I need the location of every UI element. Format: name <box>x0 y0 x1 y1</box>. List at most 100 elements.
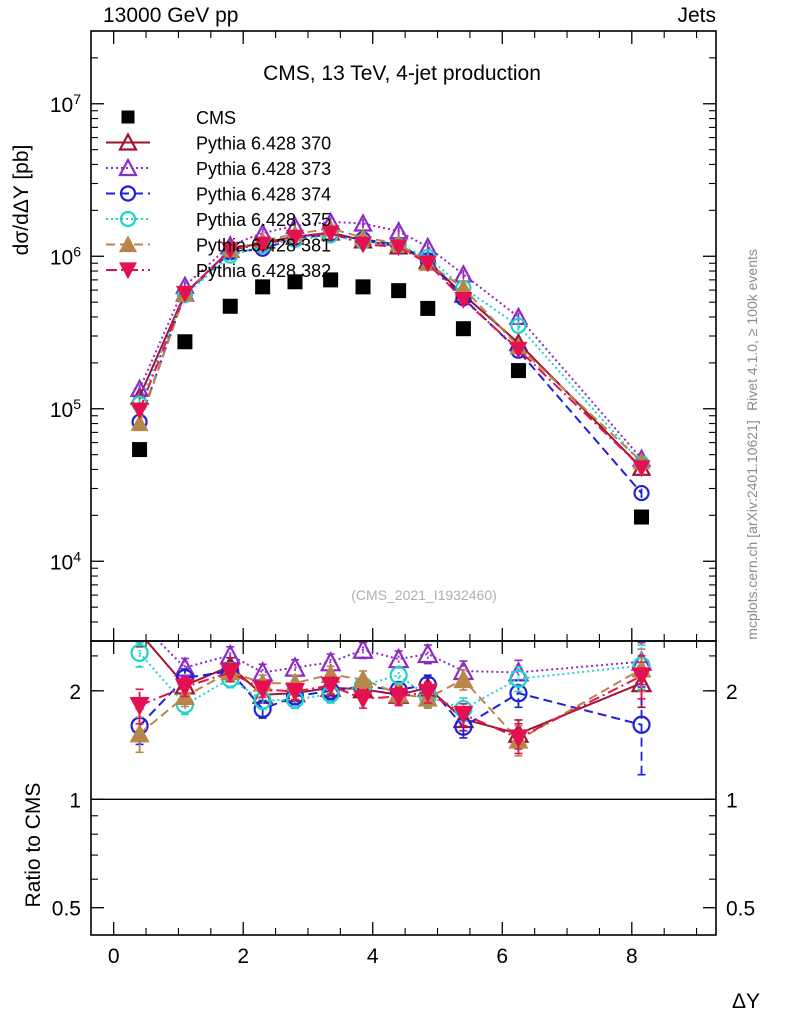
data-marker <box>221 242 240 260</box>
data-marker <box>129 723 150 743</box>
data-marker <box>510 363 526 379</box>
legend-label: Pythia 6.428 373 <box>196 159 331 179</box>
legend-label: Pythia 6.428 381 <box>196 236 331 256</box>
y-ratio-tick-label-left: 2 <box>69 681 81 704</box>
legend-label: CMS <box>196 108 236 128</box>
legend-label: Pythia 6.428 374 <box>196 185 331 205</box>
header-right: Jets <box>677 4 716 27</box>
data-marker <box>177 334 193 350</box>
x-tick-label: 2 <box>237 945 249 968</box>
data-marker <box>130 414 149 432</box>
x-tick-label: 8 <box>626 945 638 968</box>
legend-item-pythia-6-428-382[interactable]: Pythia 6.428 382 <box>106 261 331 281</box>
data-marker <box>130 643 149 662</box>
data-marker <box>634 509 650 525</box>
ratio-series-pythia-6-428-382 <box>129 655 652 755</box>
series-line <box>138 232 643 469</box>
legend-item-pythia-6-428-370[interactable]: Pythia 6.428 370 <box>106 132 331 154</box>
header-left: 13000 GeV pp <box>103 4 238 27</box>
data-marker <box>508 729 529 749</box>
x-tick-label: 6 <box>496 945 508 968</box>
ratio-panel-frame <box>90 640 717 936</box>
data-marker <box>286 229 305 247</box>
data-marker <box>453 705 474 725</box>
data-marker <box>130 402 149 420</box>
data-marker <box>417 683 438 703</box>
data-marker <box>119 235 137 253</box>
data-marker <box>285 683 306 702</box>
data-marker <box>389 666 408 685</box>
data-marker <box>353 690 374 710</box>
data-marker <box>455 321 471 337</box>
data-marker <box>118 132 138 151</box>
y-main-tick-label: 106 <box>50 243 81 269</box>
data-marker <box>418 255 437 273</box>
ratio-plot-series <box>92 642 715 800</box>
x-axis-label: ΔY <box>732 990 760 1013</box>
data-marker <box>454 291 473 309</box>
data-marker <box>220 663 241 683</box>
series-pythia-6-428-382 <box>130 225 651 478</box>
legend-item-pythia-6-428-373[interactable]: Pythia 6.428 373 <box>106 157 331 179</box>
data-marker <box>121 110 135 124</box>
legend-item-cms[interactable]: CMS <box>121 108 237 128</box>
data-marker <box>255 279 271 295</box>
data-marker <box>119 185 137 202</box>
x-tick-label: 0 <box>108 945 120 968</box>
data-marker <box>174 656 196 677</box>
ratio-line <box>157 642 642 674</box>
data-marker <box>118 157 138 177</box>
series-line <box>138 233 643 494</box>
data-marker <box>353 669 374 689</box>
data-marker <box>252 680 273 700</box>
x-tick-label: 4 <box>367 945 379 968</box>
data-marker <box>420 300 436 316</box>
data-marker <box>632 715 651 734</box>
y-main-tick-label: 104 <box>50 548 81 574</box>
plot-title: CMS, 13 TeV, 4-jet production <box>263 62 541 85</box>
data-marker <box>132 442 148 458</box>
y-main-tick-label: 105 <box>50 396 81 422</box>
data-marker <box>632 460 651 478</box>
legend-item-pythia-6-428-374[interactable]: Pythia 6.428 374 <box>106 185 331 205</box>
legend-item-pythia-6-428-375[interactable]: Pythia 6.428 375 <box>106 210 331 230</box>
data-marker <box>287 274 303 290</box>
data-marker <box>129 696 150 716</box>
data-marker <box>388 687 409 707</box>
data-marker <box>633 484 650 502</box>
data-marker <box>119 210 137 228</box>
y-main-tick-label: 107 <box>50 91 81 117</box>
data-marker <box>175 285 194 303</box>
y-ratio-tick-label-right: 0.5 <box>726 898 755 921</box>
data-marker <box>352 642 374 659</box>
data-marker <box>222 298 238 314</box>
data-marker <box>510 317 527 334</box>
y-ratio-tick-label-right: 1 <box>726 789 738 812</box>
data-marker <box>416 642 439 664</box>
series-cms <box>132 272 650 525</box>
legend-label: Pythia 6.428 370 <box>196 134 331 154</box>
y-ratio-tick-label-left: 1 <box>69 789 81 812</box>
data-marker <box>174 678 195 698</box>
y-ratio-tick-label-left: 0.5 <box>52 898 81 921</box>
data-marker <box>321 225 340 243</box>
ratio-line <box>139 671 642 740</box>
data-marker <box>509 669 528 688</box>
ratio-line <box>138 652 642 711</box>
legend-label: Pythia 6.428 382 <box>196 261 331 281</box>
data-marker <box>354 236 373 254</box>
side-label-mcplots: mcplots.cern.ch [arXiv:2401.10621] <box>744 420 760 639</box>
data-marker <box>509 341 528 359</box>
data-marker <box>631 667 652 687</box>
data-marker <box>391 283 407 299</box>
analysis-watermark: (CMS_2021_I1932460) <box>351 587 497 603</box>
data-marker <box>119 262 137 280</box>
legend-item-pythia-6-428-381[interactable]: Pythia 6.428 381 <box>106 235 331 256</box>
side-label-rivet: Rivet 4.1.0, ≥ 100k events <box>744 249 760 411</box>
data-marker <box>320 676 341 696</box>
y-axis-label-main: dσ/dΔY [pb] <box>10 145 33 256</box>
data-marker <box>355 279 371 295</box>
